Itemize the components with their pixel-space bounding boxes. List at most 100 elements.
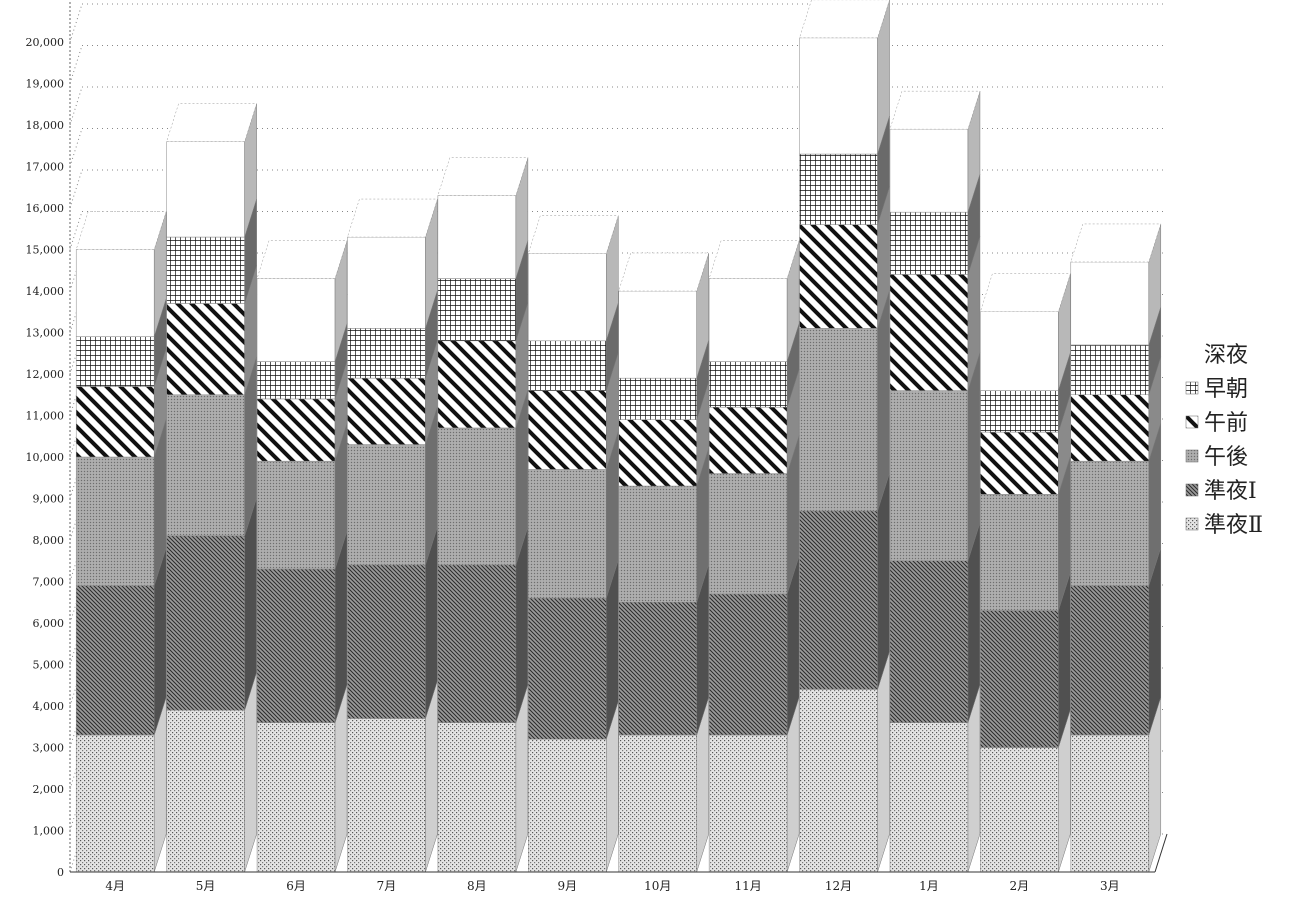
gridline-diag [69, 86, 83, 126]
bar-segment [528, 302, 619, 391]
bar-segment [1070, 223, 1162, 346]
bar-front-face [618, 602, 697, 736]
y-tick-label: 4,000 [33, 700, 65, 713]
bar-top-face [527, 215, 619, 254]
bar-side-face [877, 0, 890, 155]
bar-segment [618, 564, 709, 736]
bar-front-face [889, 211, 969, 275]
bar-front-face [347, 377, 426, 445]
bar-segment [347, 406, 438, 566]
y-tick-label: 2,000 [33, 783, 65, 796]
bar-front-face [528, 597, 607, 740]
bar-front-face [1070, 261, 1150, 346]
bar-segment [256, 530, 348, 723]
legend-label: 午後 [1204, 445, 1248, 470]
legend-label: 準夜Ⅱ [1204, 513, 1263, 538]
bar-front-face [889, 390, 969, 561]
bar-segment [980, 709, 1071, 873]
bar-front-face [708, 473, 788, 595]
bar-segment [799, 0, 890, 155]
legend-swatch [1185, 415, 1199, 429]
bar-top-face [1070, 223, 1162, 263]
y-tick-label: 13,000 [26, 327, 65, 340]
bar-front-face [618, 377, 697, 420]
bar-front-face [980, 390, 1059, 433]
bar-segment [166, 356, 257, 537]
bar-front-face [256, 568, 336, 723]
bar-front-face [618, 419, 697, 487]
bar-front-face [799, 224, 878, 329]
bar-segment [528, 701, 619, 873]
bar-segment [166, 265, 257, 396]
bar-front-face [256, 460, 336, 570]
bar-segment [618, 340, 709, 420]
bar-top-face [437, 157, 529, 196]
bar-front-face [528, 738, 607, 873]
bar-segment [618, 696, 709, 873]
legend-item: 午後 [1185, 445, 1248, 470]
legend-item: 深夜 [1186, 343, 1248, 368]
legend-item: 準夜Ⅰ [1185, 479, 1257, 504]
bar-segment [980, 394, 1071, 495]
legend-swatch [1185, 449, 1199, 463]
bar-segment [980, 456, 1071, 611]
bar-front-face [347, 328, 426, 379]
bar-front-face [347, 444, 426, 566]
bar-front-face [166, 236, 245, 304]
bar-front-face [889, 274, 969, 391]
bar-segment [889, 174, 981, 275]
bar-segment [799, 186, 890, 329]
bar-segment [75, 547, 167, 736]
y-tick-label: 11,000 [26, 410, 65, 423]
bar-front-face [437, 564, 517, 723]
bar-segment [75, 298, 167, 387]
bar-segment [437, 526, 529, 723]
x-tick-label: 11月 [734, 879, 761, 893]
bar-segment [75, 418, 167, 586]
y-tick-label: 5,000 [33, 659, 65, 672]
bar-top-face [799, 0, 890, 39]
bar-top-face [618, 252, 710, 292]
bar-front-face [980, 494, 1059, 611]
bar-segment [708, 555, 800, 736]
bar-front-face [799, 153, 878, 225]
bar-segment [166, 672, 257, 873]
x-tick-label: 4月 [105, 879, 125, 893]
bar-segment [980, 273, 1071, 391]
x-tick-label: 10月 [644, 879, 671, 893]
bar-segment [527, 215, 619, 342]
bar-segment [528, 431, 619, 599]
bar-segment [1070, 356, 1162, 462]
bar-top-face [980, 273, 1071, 312]
bar-front-face [618, 290, 697, 379]
bar-front-face [889, 128, 969, 213]
x-tick-label: 9月 [557, 879, 577, 893]
bar-front-face [347, 236, 426, 329]
bar-front-face [437, 427, 517, 566]
bar-segment [256, 240, 348, 362]
bar-front-face [528, 253, 607, 342]
bar-front-face [437, 278, 517, 342]
bar-front-face [1070, 394, 1150, 462]
y-tick-label: 12,000 [26, 368, 65, 381]
legend-swatch [1185, 483, 1199, 497]
legend-label: 午前 [1204, 411, 1248, 436]
bar-segment [889, 90, 981, 213]
x-axis-depth [1154, 833, 1168, 873]
legend-swatch [1186, 348, 1198, 360]
bar-segment [166, 103, 257, 238]
legend-label: 早朝 [1204, 377, 1248, 402]
legend-swatch [1185, 517, 1199, 531]
bar-front-face [980, 431, 1059, 495]
bar-segment [256, 423, 348, 570]
y-tick-label: 6,000 [33, 617, 65, 630]
bar-front-face [799, 510, 878, 690]
legend-label: 深夜 [1204, 343, 1248, 368]
bar-front-face [166, 394, 245, 537]
bar-front-face [166, 303, 245, 396]
bar-front-face [1070, 344, 1150, 396]
bar-front-face [75, 386, 155, 458]
bar-front-face [889, 722, 969, 873]
bar-front-face [708, 278, 788, 362]
